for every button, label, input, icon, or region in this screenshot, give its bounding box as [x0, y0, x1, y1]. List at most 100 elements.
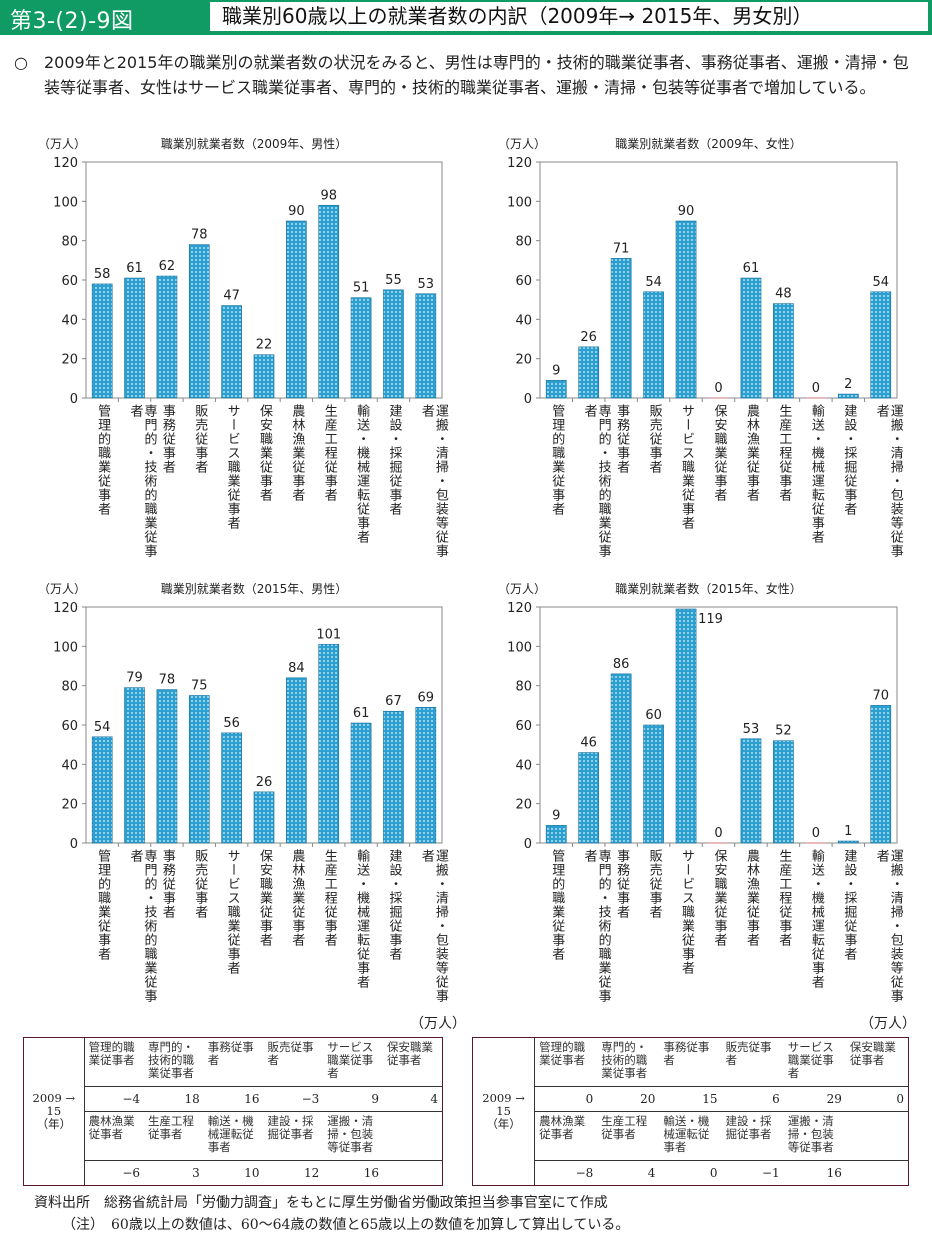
- x-category-label: 建設・採掘従事者: [841, 849, 857, 961]
- data-label-4: 119: [698, 612, 723, 627]
- column-header: 販売従事者: [263, 1037, 324, 1087]
- bar-chart-2: （万人） 職業別就業者数（2015年、男性） 0 20 40 60 80 100 120 54 79…: [30, 575, 450, 1015]
- bar-9: [837, 840, 859, 844]
- bar-6: [286, 677, 307, 844]
- bar-8: [350, 297, 372, 399]
- column-header: 保安職業従事者: [383, 1037, 443, 1087]
- column-header: サービス職業従事者: [323, 1037, 384, 1087]
- column-header: 専門的・技術的職業従事者: [144, 1037, 204, 1087]
- note-label: （注）: [62, 1217, 97, 1233]
- bar-1: [578, 346, 600, 399]
- y-tick-label: 120: [507, 601, 532, 616]
- data-label-8: 0: [812, 381, 820, 396]
- change-value: [845, 1160, 909, 1186]
- data-label-2: 86: [613, 657, 630, 672]
- x-category-label: 建設・採掘従事者: [386, 404, 402, 516]
- bar-chart-3: （万人） 職業別就業者数（2015年、女性） 0 20 40 60 80 100 120 9 46 8…: [490, 575, 910, 1015]
- column-header: 農林漁業従事者: [84, 1111, 145, 1161]
- source-label: 資料出所: [34, 1195, 90, 1211]
- table-header-row: 農林漁業従事者 生産工程従事者 輸送・機械運転従事者 建設・採掘従事者 運搬・清掃・包装…: [473, 1111, 909, 1161]
- bar-6: [740, 738, 762, 844]
- data-label-4: 56: [223, 716, 240, 731]
- period-text: 2009 → 15: [482, 1091, 525, 1118]
- y-tick-label: 40: [61, 313, 78, 328]
- data-label-0: 9: [552, 808, 560, 823]
- data-label-5: 0: [714, 826, 722, 841]
- y-tick-label: 0: [70, 392, 78, 407]
- y-tick-label: 0: [524, 392, 532, 407]
- column-header: [383, 1111, 443, 1161]
- table-header-row: 2009 → 15 （年） 管理的職業従事者 専門的・技術的職業従事者 事務従事者 販売従…: [23, 1037, 443, 1186]
- source-text: 総務省統計局「労働力調査」をもとに厚生労働省労働政策担当参事官室にて作成: [104, 1195, 608, 1211]
- data-label-6: 61: [743, 261, 760, 276]
- bar-10: [870, 291, 892, 399]
- bar-10: [415, 293, 437, 399]
- data-label-3: 78: [191, 228, 208, 243]
- table-value-row: −6 3 10 12 16: [24, 1160, 443, 1186]
- bar-3: [643, 291, 664, 399]
- y-tick-label: 20: [515, 798, 532, 813]
- data-label-5: 26: [256, 775, 273, 790]
- x-category-label: 建設・採掘従事者: [841, 404, 857, 516]
- y-tick-label: 80: [61, 235, 78, 250]
- y-axis-unit: （万人）: [498, 582, 546, 596]
- x-category-label: サービス職業従事者: [224, 404, 240, 530]
- x-category-label: 生産工程従事者: [321, 404, 337, 502]
- column-header: 事務従事者: [203, 1037, 264, 1087]
- data-label-10: 54: [872, 275, 889, 290]
- table-unit: （万人）: [410, 1016, 466, 1032]
- x-category-label: 生産工程従事者: [321, 849, 337, 947]
- column-header: 輸送・機械運転従事者: [659, 1111, 722, 1161]
- y-tick-label: 120: [53, 601, 78, 616]
- bar-9: [383, 710, 404, 844]
- table-value-row: −8 4 0 −1 16: [473, 1160, 909, 1186]
- chart-title: 職業別就業者数（2015年、女性）: [615, 581, 802, 596]
- column-header: 運搬・清掃・包装等従事者: [323, 1111, 384, 1161]
- data-label-1: 46: [580, 736, 597, 751]
- data-label-7: 52: [775, 724, 792, 739]
- source-note: 資料出所 総務省統計局「労働力調査」をもとに厚生労働省労働政策担当参事官室にて作…: [34, 1192, 608, 1212]
- y-tick-label: 20: [61, 353, 78, 368]
- y-tick-label: 20: [61, 798, 78, 813]
- y-tick-label: 40: [61, 758, 78, 773]
- bar-chart-1: （万人） 職業別就業者数（2009年、女性） 0 20 40 60 80 100 120 9 26 7…: [490, 130, 910, 570]
- bar-2: [156, 689, 178, 844]
- y-tick-label: 100: [507, 640, 532, 655]
- bar-4: [675, 220, 697, 399]
- bar-3: [188, 244, 210, 399]
- change-value: 16: [783, 1160, 846, 1186]
- y-axis-unit: （万人）: [38, 582, 86, 596]
- chart-title: 職業別就業者数（2009年、女性）: [615, 136, 802, 151]
- y-tick-label: 40: [515, 313, 532, 328]
- y-tick-label: 100: [53, 195, 78, 210]
- y-tick-label: 80: [515, 680, 532, 695]
- y-tick-label: 60: [515, 719, 532, 734]
- bar-0: [545, 825, 567, 844]
- change-value: 12: [263, 1160, 324, 1186]
- column-header: 専門的・技術的職業従事者: [597, 1037, 660, 1087]
- period-cell: 2009 → 15 （年）: [23, 1037, 85, 1186]
- data-label-9: 2: [844, 377, 852, 392]
- data-label-6: 53: [743, 722, 760, 737]
- x-category-label: 管理的職業従事者: [95, 404, 111, 516]
- bar-7: [773, 303, 794, 399]
- y-tick-label: 0: [524, 837, 532, 852]
- x-category-label: 専門的・技術的職業従事者: [127, 849, 157, 1003]
- column-header: 運搬・清掃・包装等従事者: [783, 1111, 846, 1161]
- x-category-label: 保安職業従事者: [711, 404, 727, 502]
- chart-svg: （万人） 職業別就業者数（2015年、女性）0204060801001209468…: [498, 581, 898, 852]
- bar-9: [383, 289, 404, 399]
- data-label-1: 26: [580, 330, 597, 345]
- data-label-3: 75: [191, 679, 208, 694]
- data-label-10: 70: [872, 688, 889, 703]
- change-value: 15: [659, 1086, 722, 1112]
- lead-paragraph: ○ 2009年と2015年の職業別の就業者数の状況をみると、男性は専門的・技術的…: [14, 50, 919, 100]
- column-header: 建設・採掘従事者: [721, 1111, 784, 1161]
- data-label-9: 55: [385, 273, 402, 288]
- chart-svg: （万人） 職業別就業者数（2015年、男性） 0 20 40 60 80 100 120 54 79…: [38, 581, 443, 852]
- period-text: 2009 → 15: [32, 1091, 76, 1118]
- bar-3: [188, 695, 210, 844]
- x-category-label: 管理的職業従事者: [95, 849, 111, 961]
- x-category-label: 運搬・清掃・包装等従事者: [873, 849, 903, 1003]
- data-label-2: 71: [613, 241, 630, 256]
